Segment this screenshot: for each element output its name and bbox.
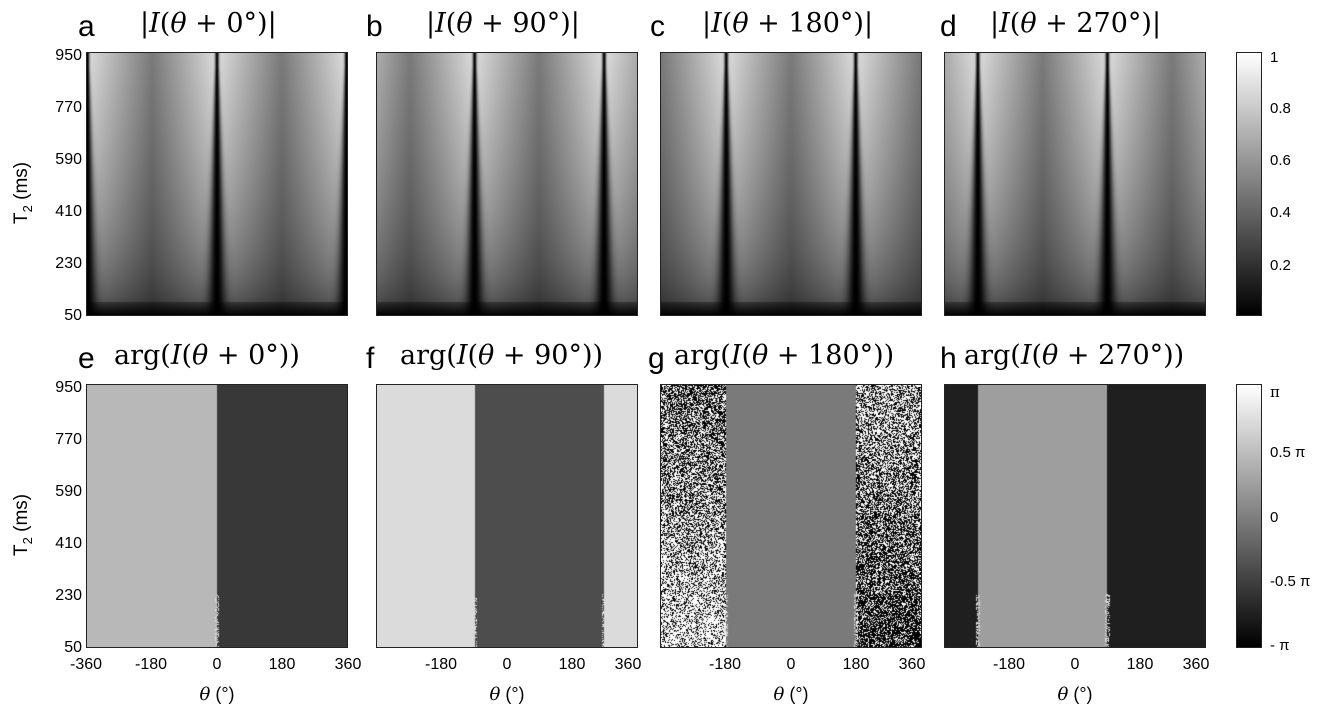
xtick: 0 xyxy=(212,656,222,673)
ytick: 230 xyxy=(55,587,82,604)
panel-letter-h: h xyxy=(940,342,957,375)
xtick: -180 xyxy=(992,656,1026,673)
xtick: -180 xyxy=(424,656,458,673)
xtick: 180 xyxy=(558,656,586,673)
heatmap-g xyxy=(660,384,922,648)
heatmap-c xyxy=(660,52,922,316)
colorbar-tick: 0.5 π xyxy=(1270,444,1306,461)
ytick: 50 xyxy=(64,307,82,324)
panel-title-h: arg(I(θ + 270°)) xyxy=(964,340,1185,371)
colorbar-tick: 1 xyxy=(1270,49,1279,66)
ytick: 590 xyxy=(55,151,82,168)
colorbar-tick: π xyxy=(1270,383,1280,401)
xtick: 360 xyxy=(614,656,642,673)
heatmap-canvas-e xyxy=(87,385,347,647)
y-axis-label-bottom: T2 (ms) xyxy=(11,493,35,556)
panel-title-a: |I(θ + 0°)| xyxy=(140,8,277,39)
heatmap-b xyxy=(376,52,638,316)
panel-title-g: arg(I(θ + 180°)) xyxy=(674,340,895,371)
panel-title-e: arg(I(θ + 0°)) xyxy=(114,340,300,371)
heatmap-canvas-g xyxy=(661,385,921,647)
panel-title-b: |I(θ + 90°)| xyxy=(426,8,580,39)
heatmap-f xyxy=(376,384,638,648)
heatmap-e xyxy=(86,384,348,648)
heatmap-canvas-b xyxy=(377,53,637,315)
panel-letter-c: c xyxy=(650,10,665,43)
xtick: 0 xyxy=(1070,656,1080,673)
ytick: 950 xyxy=(55,47,82,64)
colorbar-tick: 0.8 xyxy=(1270,100,1291,117)
x-axis-label-g: θ (°) xyxy=(773,684,809,705)
heatmap-a xyxy=(86,52,348,316)
panel-letter-f: f xyxy=(366,342,375,375)
heatmap-canvas-c xyxy=(661,53,921,315)
xtick: 0 xyxy=(786,656,796,673)
panel-letter-e: e xyxy=(78,342,95,375)
colorbar-tick: - π xyxy=(1270,637,1290,654)
ytick: 590 xyxy=(55,483,82,500)
heatmap-canvas-d xyxy=(945,53,1205,315)
y-axis-label-top: T2 (ms) xyxy=(11,161,35,224)
xtick: -180 xyxy=(708,656,742,673)
xtick: 180 xyxy=(1126,656,1154,673)
heatmap-h xyxy=(944,384,1206,648)
panel-title-c: |I(θ + 180°)| xyxy=(702,8,874,39)
heatmap-d xyxy=(944,52,1206,316)
heatmap-canvas-h xyxy=(945,385,1205,647)
colorbar-tick: 0.6 xyxy=(1270,152,1291,169)
heatmap-canvas-a xyxy=(87,53,347,315)
panel-letter-a: a xyxy=(78,10,95,43)
panel-title-d: |I(θ + 270°)| xyxy=(990,8,1162,39)
xtick: 360 xyxy=(1182,656,1210,673)
colorbar-phase xyxy=(1236,384,1262,648)
ytick: 50 xyxy=(64,639,82,656)
colorbar-tick: 0.2 xyxy=(1270,257,1291,274)
xtick: 360 xyxy=(898,656,926,673)
ytick: 950 xyxy=(55,379,82,396)
xtick: -180 xyxy=(134,656,168,673)
ytick: 770 xyxy=(55,99,82,116)
x-axis-label-e: θ (°) xyxy=(199,684,235,705)
panel-title-f: arg(I(θ + 90°)) xyxy=(400,340,604,371)
xtick: 360 xyxy=(334,656,362,673)
xtick: -360 xyxy=(69,656,103,673)
colorbar-tick: 0.4 xyxy=(1270,204,1291,221)
ytick: 410 xyxy=(55,203,82,220)
panel-letter-d: d xyxy=(940,10,957,43)
panel-letter-g: g xyxy=(648,342,665,375)
heatmap-canvas-f xyxy=(377,385,637,647)
xtick: 180 xyxy=(268,656,296,673)
colorbar-tick: 0 xyxy=(1270,509,1279,526)
xtick: 0 xyxy=(502,656,512,673)
panel-letter-b: b xyxy=(366,10,383,43)
x-axis-label-h: θ (°) xyxy=(1057,684,1093,705)
ytick: 230 xyxy=(55,255,82,272)
x-axis-label-f: θ (°) xyxy=(489,684,525,705)
colorbar-tick: -0.5 π xyxy=(1270,573,1311,590)
colorbar-magnitude xyxy=(1236,52,1262,316)
ytick: 770 xyxy=(55,431,82,448)
ytick: 410 xyxy=(55,535,82,552)
xtick: 180 xyxy=(842,656,870,673)
